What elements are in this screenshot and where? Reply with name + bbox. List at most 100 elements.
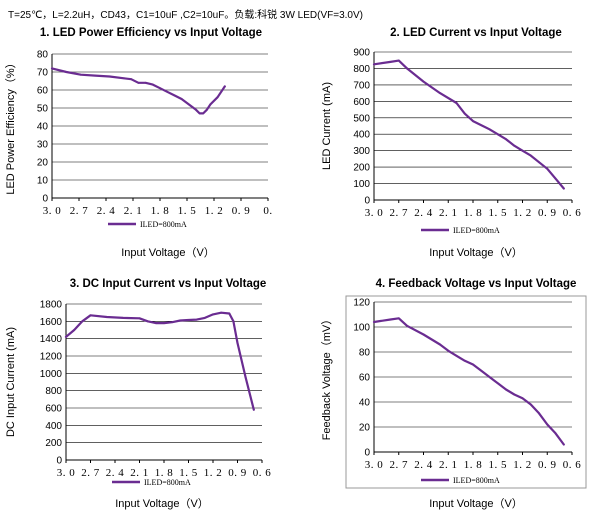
chart3-data-point (105, 316, 108, 318)
chart4-data-point (455, 354, 458, 357)
chart3-series-line (64, 311, 255, 411)
chart3-data-point (89, 314, 92, 317)
chart1-data-point (216, 96, 219, 99)
chart1-x-tick-label: 2. 4 (97, 205, 116, 217)
chart1-x-tick-label: 1. 8 (151, 205, 170, 217)
chart3-y-tick-label: 400 (45, 421, 62, 432)
chart3-y-tick-label: 1000 (40, 369, 63, 380)
chart1-y-tick-label: 20 (37, 158, 49, 169)
chart1-title: 1. LED Power Efficiency vs Input Voltage (40, 27, 262, 39)
chart1-data-point (151, 83, 154, 86)
chart4-data-point (422, 333, 425, 336)
chart3-x-tick-label: 3. 0 (57, 467, 76, 479)
chart3-data-point (179, 319, 182, 322)
chart2-x-tick-label: 2. 4 (414, 207, 433, 219)
chart1-data-point (202, 112, 205, 115)
chart2-y-tick-label: 400 (353, 130, 370, 141)
chart4-legend-label: ILED=800mA (453, 476, 500, 485)
chart1-y-tick-label: 30 (37, 140, 49, 151)
chart3-data-point (244, 376, 247, 379)
chart2-data-point (521, 149, 524, 152)
chart2-y-tick-label: 100 (353, 179, 370, 190)
chart1-data-point (198, 112, 201, 115)
chart2-data-point (373, 63, 375, 66)
chart3-y-tick-label: 200 (45, 438, 62, 449)
chart4-data-point (538, 412, 540, 415)
chart1-x-tick-label: 2. 1 (124, 205, 143, 217)
chart3-data-point (65, 336, 67, 338)
chart4-data-point (439, 343, 441, 346)
chart4-data-point (480, 369, 483, 372)
chart3-y-tick-label: 1400 (40, 334, 63, 345)
chart4-title: 4. Feedback Voltage vs Input Voltage (376, 278, 577, 290)
chart1-data-point (108, 75, 111, 78)
chart4-x-tick-label: 0. 6 (563, 459, 582, 471)
chart2-data-point (406, 67, 408, 70)
chart1-y-tick-label: 40 (37, 122, 49, 133)
chart2-x-tick-label: 2. 7 (390, 207, 409, 219)
chart3-x-tick-label: 2. 4 (106, 467, 125, 479)
chart4-data-point (521, 397, 524, 400)
chart1-y-tick-label: 50 (37, 104, 49, 115)
chart1-y-tick-label: 10 (37, 176, 49, 187)
chart4-data-point (472, 363, 474, 366)
chart2-data-point (488, 128, 491, 131)
chart4-data-point (496, 382, 499, 385)
chart2-data-point (397, 59, 400, 62)
chart2-data-point (513, 144, 516, 147)
chart2-x-tick-label: 0. 6 (563, 207, 582, 219)
chart1-x-tick-label: 1. 2 (205, 205, 224, 217)
chart2-data-point (463, 112, 466, 115)
chart1-data-point (209, 103, 212, 106)
chart4-y-tick-label: 60 (359, 373, 371, 384)
chart2-y-tick-label: 200 (353, 163, 370, 174)
chart1-y-tick-label: 70 (37, 68, 49, 79)
chart2-data-point (439, 92, 441, 95)
chart2-x-tick-label: 3. 0 (365, 207, 384, 219)
chart3-x-tick-label: 2. 1 (130, 467, 149, 479)
chart4-series-line (372, 317, 565, 446)
chart2-y-tick-label: 800 (353, 64, 370, 75)
chart3-y-tick-label: 1600 (40, 317, 63, 328)
chart4-y-tick-label: 20 (359, 423, 371, 434)
chart4-data-point (373, 321, 375, 323)
chart1-data-point (195, 108, 197, 111)
chart2-legend-label: ILED=800mA (453, 226, 500, 235)
chart2-x-tick-label: 1. 2 (513, 207, 532, 219)
chart1-y-tick-label: 0 (42, 194, 48, 205)
chart4-data-point (406, 324, 408, 327)
chart4-y-tick-label: 120 (353, 298, 370, 309)
chart3-data-point (187, 319, 190, 321)
chart3-data-point (163, 322, 165, 324)
chart3-data-point (203, 316, 206, 319)
chart1-x-tick-label: 2. 7 (70, 205, 89, 217)
chart3-data-point (195, 318, 198, 321)
chart3-y-tick-label: 0 (56, 456, 62, 467)
chart4-x-tick-label: 0. 9 (538, 459, 557, 471)
chart2-x-tick-label: 1. 8 (464, 207, 483, 219)
chart4-data-point (505, 388, 507, 391)
chart1-data-point (79, 73, 82, 76)
chart1-data-point (123, 77, 125, 80)
chart4-data-point (529, 403, 532, 406)
chart4-data-point (447, 349, 450, 352)
chart4-data-point (546, 423, 549, 426)
chart1-data-point (205, 108, 208, 111)
chart3-data-point (228, 312, 231, 315)
chart4-x-tick-label: 2. 4 (414, 459, 433, 471)
chart2-y-tick-label: 500 (353, 113, 370, 124)
chart4-x-tick-label: 1. 2 (513, 459, 532, 471)
chart2-y-tick-label: 600 (353, 97, 370, 108)
chart2-series-line (372, 59, 565, 190)
chart4-x-tick-label: 3. 0 (365, 459, 384, 471)
chart1-data-point (51, 67, 53, 70)
chart1-data-point (173, 94, 176, 97)
chart4-data-point (463, 359, 466, 362)
chart2-data-point (422, 80, 425, 83)
chart3-data-point (252, 408, 255, 411)
chart3-data-point (138, 317, 141, 320)
chart3-x-tick-label: 1. 2 (204, 467, 223, 479)
chart3-data-point (220, 311, 223, 314)
chart2-y-tick-label: 700 (353, 80, 370, 91)
chart3-y-tick-label: 1200 (40, 352, 63, 363)
